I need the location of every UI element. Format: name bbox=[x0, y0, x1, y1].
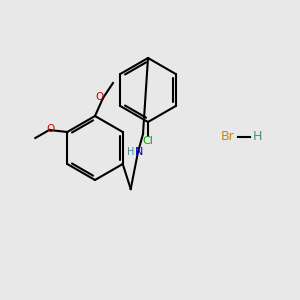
Text: O: O bbox=[96, 92, 104, 102]
Text: O: O bbox=[46, 124, 54, 134]
Text: H: H bbox=[127, 147, 135, 157]
Text: Br: Br bbox=[221, 130, 235, 143]
Text: H: H bbox=[252, 130, 262, 143]
Text: N: N bbox=[135, 147, 143, 157]
Text: Cl: Cl bbox=[142, 136, 153, 146]
